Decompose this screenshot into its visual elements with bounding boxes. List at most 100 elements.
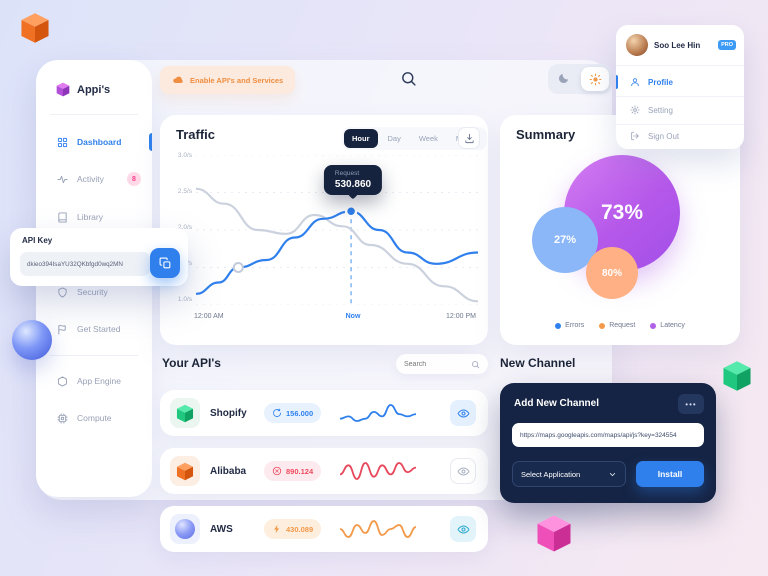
- sidebar-item-compute[interactable]: Compute: [36, 406, 152, 430]
- cpu-icon: [57, 412, 68, 424]
- api-key-popup: API Key: [10, 228, 188, 286]
- menu-item-setting[interactable]: Setting: [630, 97, 744, 123]
- legend-request: Request: [599, 322, 635, 329]
- add-channel-heading: Add New Channel: [514, 398, 600, 409]
- book-icon: [58, 211, 67, 223]
- copy-icon: [159, 257, 170, 268]
- app-logo-icon: [21, 13, 49, 43]
- decor-pink-cube: [537, 515, 571, 552]
- sidebar-item-app-engine[interactable]: App Engine: [36, 369, 152, 393]
- api-stat-badge: 430.089: [264, 519, 322, 539]
- select-application-label: Select Application: [521, 469, 581, 479]
- summary-legend: Errors Request Latency: [500, 322, 740, 329]
- pro-badge: PRO: [718, 40, 736, 50]
- sidebar-item-dashboard[interactable]: Dashboard: [36, 130, 152, 154]
- menu-item-sign-out[interactable]: Sign Out: [630, 123, 744, 149]
- channel-menu-button[interactable]: •••: [678, 394, 704, 414]
- api-stat-badge: 156.000: [264, 403, 322, 423]
- legend-latency: Latency: [650, 322, 685, 329]
- api-stat-value: 156.000: [286, 408, 314, 418]
- apis-search-input[interactable]: [404, 360, 466, 368]
- api-key-title: API Key: [22, 236, 53, 245]
- divider: [616, 96, 744, 97]
- x-label-end: 12:00 PM: [446, 313, 476, 320]
- sidebar-item-label: Compute: [77, 413, 112, 423]
- refresh-icon: [273, 408, 281, 417]
- api-name: Shopify: [210, 407, 247, 419]
- hexagon-icon: [58, 375, 67, 387]
- api-row-shopify[interactable]: Shopify 156.000: [160, 390, 488, 436]
- api-stat-badge: 890.124: [264, 461, 322, 481]
- eye-icon: [457, 408, 469, 418]
- summary-card: Summary 73% 27% 80% Errors Request Laten…: [500, 115, 740, 345]
- search-button[interactable]: [398, 70, 418, 90]
- select-application-dropdown[interactable]: Select Application: [512, 461, 626, 487]
- enable-apis-label: Enable API's and Services: [190, 75, 284, 85]
- sidebar-item-label: Dashboard: [77, 137, 122, 147]
- avatar: [626, 34, 648, 56]
- brand: Appi's: [56, 82, 110, 97]
- sidebar-item-get-started[interactable]: Get Started: [36, 317, 152, 341]
- api-name: AWS: [210, 523, 233, 535]
- search-icon: [472, 360, 480, 368]
- menu-item-profile[interactable]: Profile: [630, 69, 744, 95]
- copy-api-key-button[interactable]: [150, 248, 180, 278]
- brand-cube-icon: [56, 82, 70, 97]
- sidebar-item-library[interactable]: Library: [36, 205, 152, 229]
- api-name: Alibaba: [210, 465, 247, 477]
- add-channel-card: Add New Channel ••• Select Application I…: [500, 383, 716, 503]
- divider: [616, 124, 744, 125]
- summary-title: Summary: [516, 127, 576, 142]
- sidebar-item-security[interactable]: Security: [36, 280, 152, 304]
- sidebar-item-activity[interactable]: Activity 8: [36, 167, 152, 191]
- sidebar-item-label: Activity: [77, 174, 104, 184]
- person-icon: [631, 78, 639, 87]
- dashboard-grid-icon: [57, 137, 68, 147]
- aws-sphere-icon: [170, 514, 200, 544]
- aws-sparkline: [340, 520, 416, 538]
- apis-search[interactable]: [396, 354, 488, 374]
- download-icon: [464, 133, 474, 143]
- shield-icon: [58, 286, 67, 298]
- tab-hour[interactable]: Hour: [344, 129, 378, 148]
- sign-out-icon: [631, 131, 639, 141]
- gear-icon: [630, 105, 640, 115]
- shopify-sparkline: [340, 404, 416, 422]
- channel-url-input[interactable]: [512, 423, 704, 447]
- shopify-cube-icon: [170, 398, 200, 428]
- api-row-aws[interactable]: AWS 430.089: [160, 506, 488, 552]
- traffic-card: Traffic Hour Day Week Month 3.0/s2.5/s 2…: [160, 115, 488, 345]
- traffic-title: Traffic: [176, 127, 216, 142]
- sidebar-item-label: Library: [77, 212, 103, 222]
- your-apis-title: Your API's: [162, 356, 221, 370]
- tab-day[interactable]: Day: [387, 134, 401, 143]
- error-circle-icon: [272, 466, 282, 476]
- tab-week[interactable]: Week: [418, 134, 438, 143]
- moon-icon[interactable]: [557, 72, 571, 86]
- api-key-input[interactable]: [20, 252, 150, 276]
- enable-apis-button[interactable]: Enable API's and Services: [160, 66, 296, 94]
- legend-dot: [650, 322, 657, 329]
- sidebar-item-label: Get Started: [77, 324, 121, 334]
- theme-toggle[interactable]: [548, 64, 612, 94]
- install-button[interactable]: Install: [636, 461, 704, 487]
- active-indicator: [149, 133, 152, 151]
- flag-icon: [58, 324, 66, 335]
- alibaba-sparkline: [340, 462, 416, 480]
- activity-badge: 8: [127, 172, 141, 186]
- activity-pulse-icon: [57, 175, 68, 183]
- view-api-button[interactable]: [450, 458, 476, 484]
- search-icon: [401, 72, 416, 86]
- bubble-80: 80%: [586, 247, 638, 299]
- x-label-now: Now: [345, 313, 361, 320]
- profile-name: Soo Lee Hin: [654, 40, 701, 50]
- api-row-alibaba[interactable]: Alibaba 890.124: [160, 448, 488, 494]
- cloud-icon: [173, 76, 183, 84]
- view-api-button[interactable]: [450, 400, 476, 426]
- download-button[interactable]: [458, 127, 480, 149]
- sidebar-item-label: Security: [77, 287, 108, 297]
- new-channel-title: New Channel: [500, 356, 576, 370]
- view-api-button[interactable]: [450, 516, 476, 542]
- sun-icon[interactable]: [581, 67, 609, 91]
